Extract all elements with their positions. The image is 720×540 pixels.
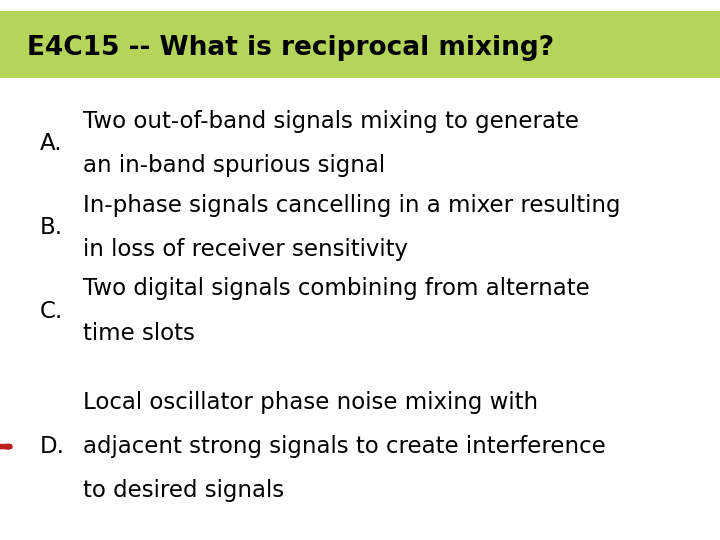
Text: B.: B. xyxy=(40,216,63,239)
Bar xyxy=(0,11,720,78)
Text: Two digital signals combining from alternate: Two digital signals combining from alter… xyxy=(83,278,590,300)
Text: time slots: time slots xyxy=(83,322,194,345)
Text: Local oscillator phase noise mixing with: Local oscillator phase noise mixing with xyxy=(83,391,538,414)
Text: In-phase signals cancelling in a mixer resulting: In-phase signals cancelling in a mixer r… xyxy=(83,194,621,217)
Text: to desired signals: to desired signals xyxy=(83,480,284,502)
Text: adjacent strong signals to create interference: adjacent strong signals to create interf… xyxy=(83,435,606,458)
Text: in loss of receiver sensitivity: in loss of receiver sensitivity xyxy=(83,238,408,261)
Text: C.: C. xyxy=(40,300,63,322)
Text: E4C15 -- What is reciprocal mixing?: E4C15 -- What is reciprocal mixing? xyxy=(27,35,554,60)
Text: D.: D. xyxy=(40,435,65,458)
Text: A.: A. xyxy=(40,132,62,155)
Text: Two out-of-band signals mixing to generate: Two out-of-band signals mixing to genera… xyxy=(83,110,579,133)
Text: an in-band spurious signal: an in-band spurious signal xyxy=(83,154,385,177)
